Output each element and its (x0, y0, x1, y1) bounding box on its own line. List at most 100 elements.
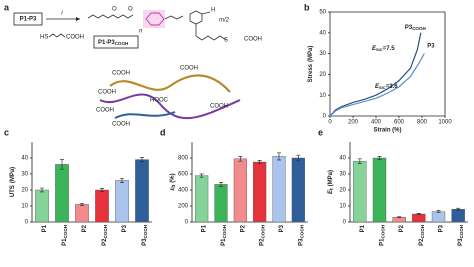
x-tick-label: 0 (328, 120, 332, 126)
error-bar (257, 160, 262, 164)
text-part: P2 (240, 224, 246, 232)
text-part: COOH (261, 225, 266, 239)
bar (195, 175, 209, 223)
error-bar (60, 159, 64, 170)
x-tick-label: 1000 (438, 120, 452, 126)
structure-o: O (128, 7, 133, 13)
axis-frame (330, 11, 446, 116)
cartoon-chain (114, 111, 176, 119)
x-tick-label: 400 (371, 120, 382, 126)
text-part: E (375, 84, 380, 90)
x-tick-label: P3COOH (458, 225, 465, 246)
structure-n: n (139, 29, 143, 35)
text-part: b (171, 185, 177, 188)
x-tick-label: P2COOH (418, 225, 425, 246)
y-tick-label: 400 (178, 188, 189, 194)
thiol-chain (48, 33, 66, 38)
axis-frame (349, 142, 468, 223)
error-bar (416, 213, 421, 215)
text-part: (MPa) (10, 167, 16, 183)
linker (164, 15, 184, 20)
text-part: (MPa) (308, 46, 314, 62)
y-axis-label: Et (MPa) (328, 170, 336, 194)
x-tick-label: P2 (82, 224, 88, 232)
error-bar (80, 203, 84, 206)
x-tick-label: P1 (201, 224, 207, 232)
cartoon-chain (109, 74, 231, 93)
y-axis-label: εb (%) (170, 173, 178, 190)
reagent: i (61, 11, 63, 17)
x-tick-label: P3 (438, 224, 444, 232)
highlight (143, 10, 165, 28)
x-tick-label: 800 (417, 120, 428, 126)
text-part: Stress (308, 63, 314, 82)
thiol-hs: HS (40, 35, 48, 41)
cartoon-label: COOH (112, 122, 130, 128)
bar (412, 213, 426, 223)
text-part: COOH (103, 225, 108, 239)
cartoon-chain (99, 93, 241, 120)
y-tick-label: 40 (319, 30, 326, 36)
cartoon-label: COOH (96, 108, 114, 114)
arrow-head (76, 17, 80, 21)
text-part: P3 (122, 224, 128, 232)
y-tick-label: 600 (178, 172, 189, 178)
text-part: P1 (221, 238, 227, 246)
axis-frame (191, 142, 308, 223)
x-tick-label: P2COOH (102, 225, 109, 246)
text-part: P3 (427, 43, 435, 49)
structure-o: O (112, 7, 117, 13)
stress-strain-curve (329, 53, 425, 117)
bar (451, 208, 465, 223)
bar (55, 164, 69, 223)
benzene (145, 12, 165, 26)
text-part: =3.6 (386, 84, 399, 90)
y-tick-label: 40 (339, 156, 346, 162)
reactant-box (13, 12, 43, 26)
y-tick-label: 10 (339, 204, 346, 210)
text-part: P1 (62, 238, 68, 246)
error-bar (436, 210, 441, 213)
backbone (87, 14, 134, 19)
text-part: COOH (412, 26, 426, 31)
cyclohexane (189, 10, 203, 25)
text-part: t (329, 188, 335, 190)
y-tick-label: 30 (21, 172, 28, 178)
x-tick-label: 600 (394, 120, 405, 126)
side-chain (195, 11, 227, 41)
bar (372, 157, 387, 223)
y-axis-label: Stress(MPa) (308, 46, 314, 83)
x-tick-label: P2 (240, 224, 246, 232)
error-bar (277, 152, 281, 161)
series-label: P3 (427, 43, 435, 49)
cartoon-label: COOH (210, 104, 228, 110)
x-tick-label: P3 (122, 224, 128, 232)
text-part: SIC (379, 85, 386, 90)
text-part: P2 (418, 238, 424, 246)
bar (214, 184, 228, 223)
text-part: SIC (376, 47, 383, 52)
y-tick-label: 0 (25, 220, 29, 226)
error-bar (140, 157, 144, 163)
modulus-annotation: ESIC=3.6 (375, 84, 398, 90)
text-part: ε (170, 188, 176, 191)
text-part: P2 (102, 238, 108, 246)
text-part: P3 (279, 224, 285, 232)
y-axis-label: UTS (MPa) (10, 167, 16, 197)
text-part: COOH (63, 225, 68, 239)
x-axis-label: Strain (%) (373, 128, 401, 134)
panel-letter: b (304, 2, 310, 12)
error-bar (238, 156, 243, 162)
y-tick-label: 0 (185, 220, 189, 226)
modulus-annotation: ESIC=7.5 (372, 46, 395, 52)
text-part: (%) (170, 173, 176, 182)
x-tick-label: P1 (42, 224, 48, 232)
text-part: P2 (399, 224, 405, 232)
y-tick-label: 10 (319, 93, 326, 99)
x-tick-label: P1COOH (221, 225, 228, 246)
y-tick-label: 20 (339, 188, 346, 194)
y-tick-label: 800 (178, 156, 189, 162)
cartoon-label: COOH (112, 71, 130, 77)
cartoon-label: COOH (180, 66, 198, 72)
error-bar (120, 177, 124, 183)
